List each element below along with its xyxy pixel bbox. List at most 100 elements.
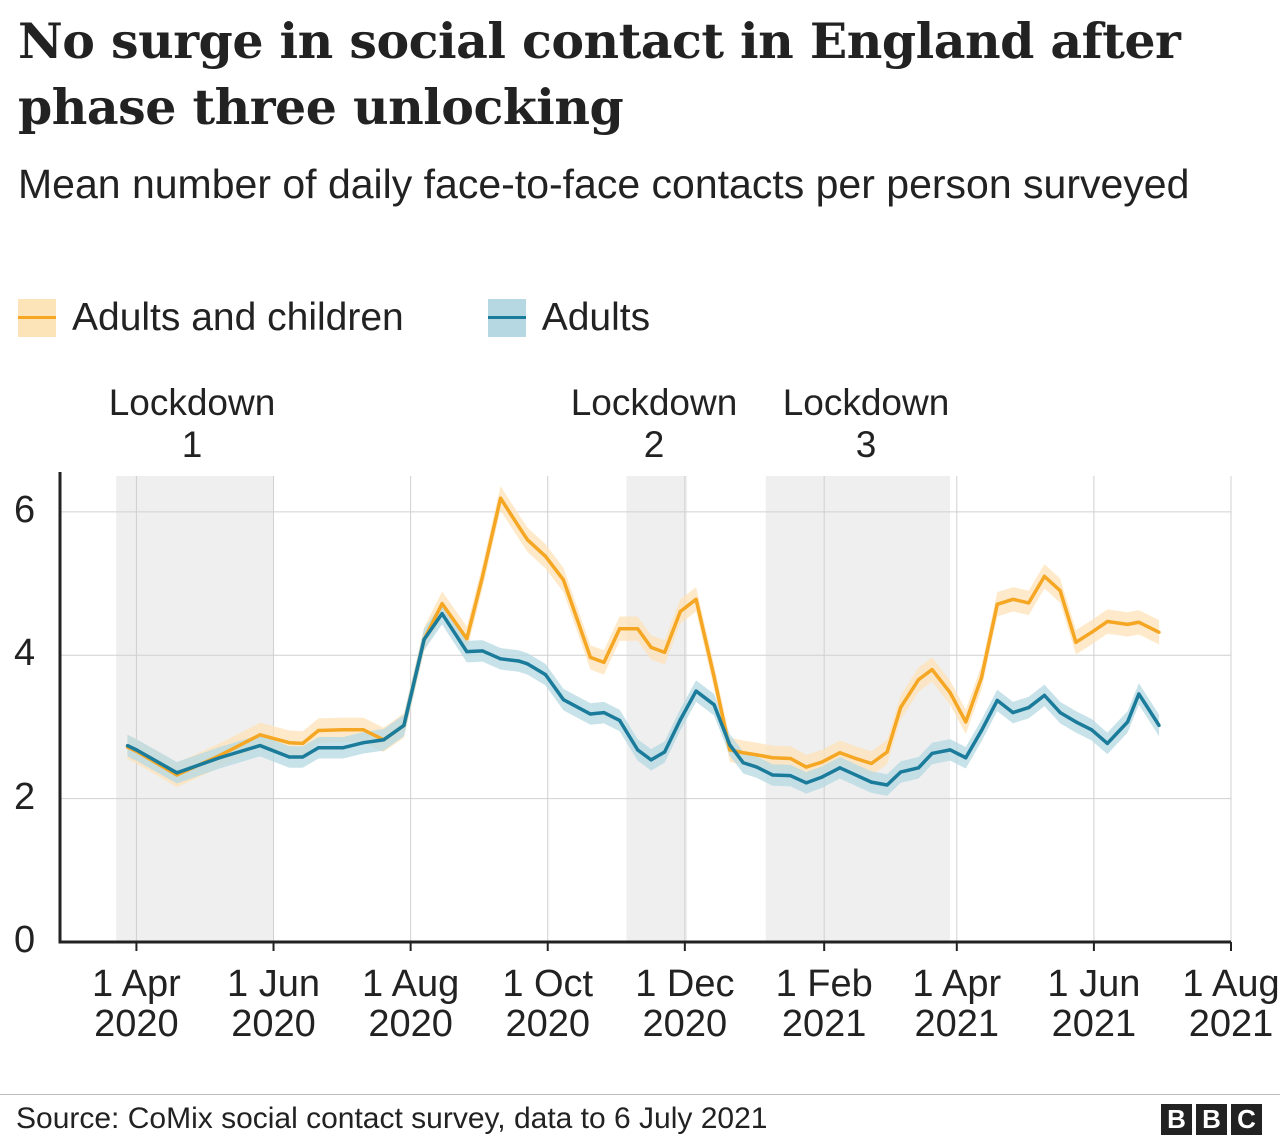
data-point xyxy=(788,774,793,778)
data-point xyxy=(899,770,903,774)
data-point xyxy=(663,750,667,754)
data-point xyxy=(964,756,968,760)
data-point xyxy=(258,733,262,737)
lockdown-shading xyxy=(116,476,274,942)
lockdown-label-3: Lockdown 3 xyxy=(766,382,966,466)
data-point xyxy=(134,748,139,752)
data-point xyxy=(930,751,934,756)
bbc-logo: B B C xyxy=(1161,1104,1262,1135)
data-point xyxy=(361,728,366,732)
x-tick-label-line1: 1 Apr xyxy=(912,963,1002,1005)
y-tick-label: 4 xyxy=(14,632,36,675)
data-point xyxy=(979,728,984,733)
x-tick-label-line2: 2021 xyxy=(914,1003,1000,1045)
x-tick-label-line2: 2021 xyxy=(1188,1003,1274,1045)
x-tick-label-line2: 2020 xyxy=(231,1003,316,1045)
series-line-adults xyxy=(126,611,1161,787)
lockdown-label-number: 2 xyxy=(643,424,665,465)
data-point xyxy=(694,597,698,601)
data-point xyxy=(480,574,485,578)
data-point xyxy=(1126,622,1130,627)
footer-divider xyxy=(0,1094,1280,1095)
data-point xyxy=(885,783,889,787)
data-point xyxy=(820,760,824,764)
data-point xyxy=(588,712,593,716)
data-point xyxy=(1137,620,1141,624)
data-point xyxy=(741,751,745,755)
x-tick-label-line2: 2020 xyxy=(368,1003,453,1045)
data-point xyxy=(678,718,682,722)
x-tick-label-line1: 1 Dec xyxy=(635,963,735,1005)
data-point xyxy=(341,728,345,732)
lockdown-shading xyxy=(765,476,951,942)
data-point xyxy=(316,728,321,733)
chart-title: No surge in social contact in England af… xyxy=(18,12,1181,136)
data-point xyxy=(1105,741,1109,746)
lockdown-label-number: 1 xyxy=(181,424,203,465)
data-point xyxy=(1090,728,1094,732)
x-tick-label-line1: 1 Jun xyxy=(227,963,320,1005)
data-point xyxy=(770,756,775,760)
data-point xyxy=(948,690,952,695)
x-tick-label-line1: 1 Feb xyxy=(775,963,873,1005)
data-point xyxy=(755,753,759,757)
data-point xyxy=(694,689,698,693)
data-point xyxy=(916,678,921,682)
data-point xyxy=(1126,720,1130,724)
data-point xyxy=(1042,574,1047,578)
data-point xyxy=(217,756,222,760)
data-point xyxy=(382,738,386,742)
x-tick-label: 1 Jun 2021 xyxy=(1014,964,1174,1044)
data-point xyxy=(543,554,548,558)
data-point xyxy=(1090,630,1094,634)
data-point xyxy=(316,746,321,750)
data-point xyxy=(561,578,566,582)
data-point xyxy=(1058,589,1062,593)
data-point xyxy=(618,718,622,723)
y-tick-label: 0 xyxy=(14,919,36,961)
bbc-logo-block: B xyxy=(1196,1104,1227,1135)
chart-subtitle: Mean number of daily face-to-face contac… xyxy=(18,161,1190,207)
data-point xyxy=(125,743,130,748)
data-point xyxy=(543,672,548,677)
x-tick-label-line2: 2020 xyxy=(94,1003,179,1045)
x-tick-label-line1: 1 Apr xyxy=(92,963,181,1005)
data-point xyxy=(854,756,858,761)
source-note: Source: CoMix social contact survey, dat… xyxy=(16,1102,768,1135)
data-point xyxy=(1027,601,1031,605)
x-tick-label-line1: 1 Aug xyxy=(362,963,460,1005)
lockdown-label-1: Lockdown 1 xyxy=(92,382,292,466)
x-tick-label-line2: 2020 xyxy=(642,1003,728,1045)
data-point xyxy=(1058,710,1062,715)
data-point xyxy=(948,748,952,752)
data-point xyxy=(636,627,640,631)
x-tick-label-line2: 2021 xyxy=(781,1003,867,1045)
data-point xyxy=(602,660,606,665)
y-tick-label: 2 xyxy=(14,775,36,818)
data-point xyxy=(636,748,640,752)
lockdown-label-number: 3 xyxy=(855,424,877,465)
data-point xyxy=(995,698,999,702)
data-point xyxy=(287,741,291,745)
data-point xyxy=(498,496,503,500)
data-point xyxy=(1042,693,1047,697)
legend-item-adults: Adults xyxy=(487,296,650,340)
data-point xyxy=(287,755,291,759)
x-tick-label-line2: 2021 xyxy=(1051,1003,1137,1045)
data-point xyxy=(602,710,606,715)
legend-swatch xyxy=(18,299,56,337)
data-point xyxy=(525,662,530,666)
data-point xyxy=(741,761,745,765)
data-point xyxy=(755,765,759,769)
data-point xyxy=(838,766,842,770)
legend-label: Adults and children xyxy=(72,296,404,339)
y-tick-label: 6 xyxy=(14,488,36,531)
data-point xyxy=(498,657,503,661)
x-tick-label-line1: 1 Aug xyxy=(1182,963,1280,1005)
data-point xyxy=(480,649,485,653)
data-point xyxy=(854,773,858,777)
data-point xyxy=(1074,720,1078,724)
data-point xyxy=(649,758,653,762)
data-point xyxy=(1137,692,1141,696)
